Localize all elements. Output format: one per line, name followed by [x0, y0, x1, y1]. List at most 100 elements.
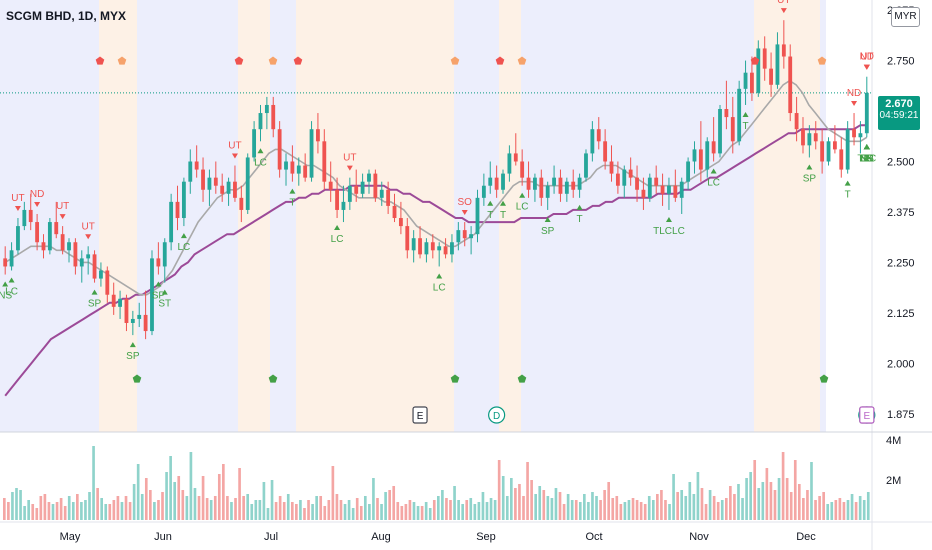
- volume-bar: [489, 498, 493, 520]
- candle: [3, 246, 8, 275]
- month-tick-label: Jul: [264, 531, 278, 543]
- currency-badge[interactable]: MYR: [891, 7, 920, 27]
- candle-body: [564, 181, 569, 194]
- candle-body: [864, 92, 869, 134]
- candle: [788, 44, 793, 122]
- volume-bar: [696, 472, 700, 520]
- volume-bar: [132, 484, 136, 520]
- price-tick-label: 2.250: [887, 257, 915, 269]
- candle-body: [801, 129, 805, 146]
- signal-label: UT: [81, 221, 94, 232]
- volume-bar: [449, 500, 452, 520]
- volume-bar: [51, 504, 55, 520]
- earnings-badge[interactable]: E: [859, 406, 875, 424]
- candle-body: [284, 161, 288, 170]
- signal-label: ST: [158, 299, 171, 310]
- signal-label: T: [577, 214, 583, 225]
- candle: [609, 145, 614, 182]
- candle: [794, 96, 799, 142]
- signal-label: NS: [860, 153, 874, 164]
- volume-bar: [88, 492, 91, 520]
- volume-bar: [838, 498, 842, 520]
- candle-body: [590, 129, 595, 154]
- signal-marker: T: [742, 111, 749, 132]
- session-end-marker: [268, 374, 278, 383]
- volume-bar: [408, 500, 412, 520]
- signal-arrow-up: [289, 188, 296, 194]
- signal-marker: TLCLC: [653, 216, 685, 237]
- session-band: [238, 0, 270, 432]
- candle-body: [584, 153, 588, 178]
- volume-bar: [822, 492, 825, 520]
- volume-bar: [363, 496, 367, 520]
- signal-marker: NS: [0, 281, 12, 302]
- candle: [188, 149, 193, 194]
- session-start-marker: [95, 56, 105, 65]
- session-start-marker: [293, 56, 303, 65]
- volume-bar: [250, 504, 254, 520]
- candle: [520, 149, 525, 186]
- candle-body: [245, 157, 250, 210]
- volume-bar: [623, 502, 627, 520]
- volume-bar: [733, 494, 736, 520]
- signal-label: SR: [860, 153, 874, 164]
- candle: [220, 173, 225, 202]
- candle-body: [258, 113, 263, 130]
- volume-bar: [810, 462, 813, 520]
- volume-bar: [124, 496, 128, 520]
- candle: [864, 76, 869, 138]
- candle-body: [437, 246, 442, 251]
- volume-bar: [331, 466, 335, 520]
- candle-body: [181, 181, 186, 219]
- signal-label: LC: [516, 202, 529, 213]
- volume-bar: [647, 496, 651, 520]
- candle: [807, 125, 812, 158]
- candle-body: [679, 181, 684, 198]
- signal-arrow-up: [161, 289, 168, 295]
- volume-bar: [76, 494, 79, 520]
- earnings-badge[interactable]: E: [412, 406, 428, 424]
- candle-body: [647, 177, 652, 198]
- signal-label: UT: [860, 52, 873, 63]
- volume-bar: [173, 482, 177, 520]
- candle: [111, 282, 116, 315]
- volume-bar: [157, 500, 160, 520]
- volume-bar: [226, 496, 229, 520]
- signal-arrow-up: [8, 277, 15, 283]
- candle: [539, 169, 544, 206]
- signal-arrow-up: [257, 148, 264, 154]
- volume-bar: [153, 502, 156, 520]
- volume-bar: [347, 500, 351, 520]
- signal-marker: SP: [126, 342, 140, 362]
- session-band: [521, 0, 754, 432]
- candle-body: [28, 209, 33, 223]
- signal-label: SP: [860, 153, 874, 164]
- candle: [79, 250, 84, 283]
- volume-bar: [319, 496, 323, 520]
- dividend-badge[interactable]: D: [488, 406, 506, 424]
- signal-label: NS: [0, 291, 12, 302]
- candle-body: [252, 129, 257, 158]
- candle-body: [411, 238, 416, 251]
- signal-marker: T: [577, 204, 583, 225]
- signal-label: ND: [860, 52, 874, 63]
- candle: [826, 137, 831, 166]
- candle: [628, 157, 633, 186]
- badge-label: D: [493, 411, 500, 422]
- session-band: [296, 0, 454, 432]
- candle-body: [322, 141, 327, 182]
- candle: [456, 222, 461, 251]
- volume-bar: [741, 498, 744, 520]
- volume-bar: [441, 490, 444, 520]
- volume-bar: [481, 492, 485, 520]
- ma-slow-line: [4, 124, 867, 397]
- volume-bar: [35, 508, 39, 520]
- price-tick-label: 2.750: [887, 56, 915, 68]
- candle-body: [16, 226, 20, 251]
- signal-marker: UT: [11, 193, 25, 212]
- volume-bar: [39, 496, 43, 520]
- candle-body: [826, 141, 831, 162]
- signal-arrow-up: [129, 342, 136, 348]
- signal-arrow-down: [14, 206, 21, 212]
